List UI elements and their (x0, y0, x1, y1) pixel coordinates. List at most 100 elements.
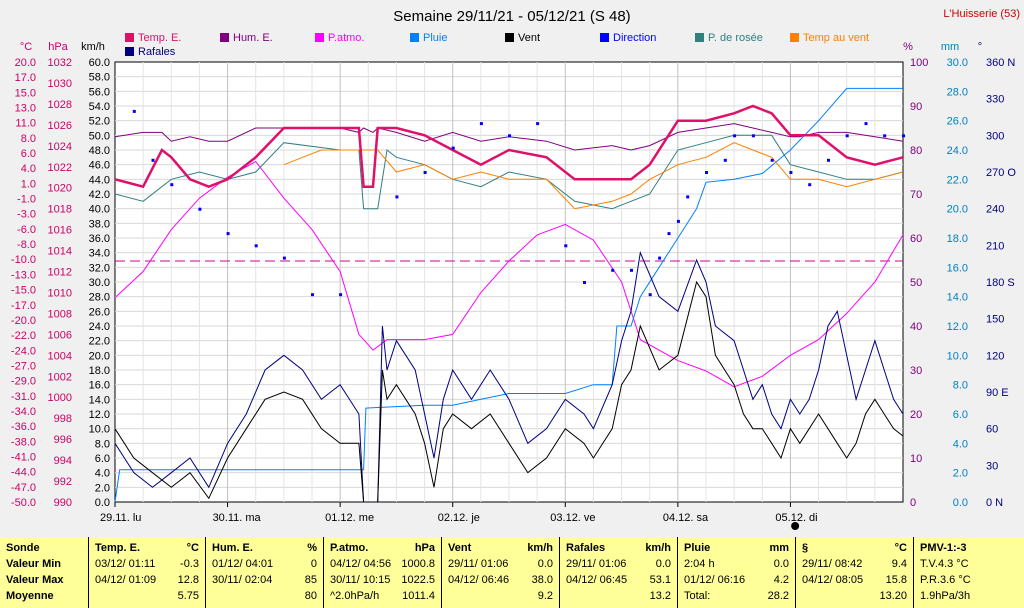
table-col-col2: Temp. E. °C 03/12/ 01:11 -0.3 04/12/ 01:09 12… (88, 537, 205, 608)
table-col9-r3: 1.9hPa/3h (920, 590, 971, 602)
press-tick-label: 1006 (48, 329, 72, 341)
legend-label: P.atmo. (328, 32, 365, 44)
wind-tick-label: 40.0 (89, 204, 110, 216)
direction-point (883, 134, 887, 138)
press-tick-label: 990 (54, 497, 72, 509)
table-col9-title: PMV-1:-3 (920, 542, 967, 554)
table-col7-r3b: 28.2 (767, 590, 789, 602)
hum-tick-label: 20 (910, 409, 922, 421)
temp-tick-label: -10.0 (11, 254, 36, 266)
unit-label-press: hPa (48, 41, 68, 53)
table-col2-r2b: 12.8 (177, 574, 199, 586)
series-group (114, 87, 905, 503)
direction-point (864, 122, 868, 126)
press-tick-label: 1026 (48, 120, 72, 132)
series-dewpoint (114, 134, 904, 210)
legend-swatch (410, 33, 419, 42)
rain-tick-label: 12.0 (947, 321, 968, 333)
direction-point (311, 293, 314, 297)
press-tick-label: 1028 (48, 99, 72, 111)
table-col6-r2a: 04/12/ 06:45 (566, 574, 628, 586)
press-tick-label: 996 (54, 434, 72, 446)
rain-tick-label: 22.0 (947, 174, 968, 186)
table-col8-r2b: 15.8 (885, 574, 907, 586)
direction-point (845, 134, 849, 138)
direction-point (611, 268, 615, 272)
x-tick-label: 30.11. ma (213, 512, 262, 524)
legend-label: Rafales (138, 46, 176, 58)
legend-swatch (315, 33, 324, 42)
wind-tick-label: 28.0 (89, 292, 110, 304)
wind-tick-label: 4.0 (95, 468, 110, 480)
temp-tick-label: -31.0 (11, 391, 36, 403)
legend-label: Vent (518, 32, 540, 44)
temp-tick-label: 11.0 (15, 118, 36, 130)
rain-tick-label: 14.0 (947, 292, 968, 304)
table-col-col3: Hum. E.% 01/12/ 04:01 0 30/11/ 02:04 85 80 (205, 537, 323, 608)
temp-tick-label: -29.0 (11, 376, 36, 388)
direction-point (751, 134, 755, 138)
table-col5-r2a: 04/12/ 06:46 (448, 574, 510, 586)
table-col2-title: Temp. E. (95, 542, 141, 554)
direction-point (676, 219, 680, 223)
table-col7-r2b: 4.2 (773, 574, 789, 586)
press-tick-label: 1004 (48, 350, 72, 362)
press-tick-label: 1020 (48, 183, 72, 195)
table-col5-r1a: 29/11/ 01:06 (448, 558, 509, 570)
series-windchill (283, 142, 904, 210)
legend-swatch (790, 33, 799, 42)
table-col6-r1a: 29/11/ 01:06 (566, 558, 627, 570)
direction-point (282, 256, 286, 260)
direction-point (508, 134, 511, 138)
temp-tick-label: 20.0 (15, 57, 36, 69)
table-title-sonde: Sonde (6, 542, 40, 554)
table-col2-r3b: 5.75 (177, 590, 199, 602)
table-col4-title: P.atmo. (330, 542, 369, 554)
hum-tick-label: 70 (910, 189, 922, 201)
table-col3-title: Hum. E. (212, 542, 253, 554)
table-col9-r2: P.R.3.6 °C (920, 574, 971, 586)
temp-tick-label: -22.0 (11, 330, 36, 342)
series-rain (114, 87, 903, 503)
unit-label-hum: % (903, 41, 913, 53)
dir-tick-label: 30 (986, 460, 998, 472)
temp-tick-label: -34.0 (11, 406, 36, 418)
legend-label: Pluie (423, 32, 447, 44)
row-label-mean: Moyenne (6, 590, 54, 602)
direction-point (902, 134, 905, 138)
temp-tick-label: -17.0 (11, 300, 36, 312)
table-col-col6: Rafales km/h 29/11/ 01:06 0.0 04/12/ 06:45 53… (559, 537, 677, 608)
axis-units: °C hPa km/h% mm ° (20, 41, 982, 53)
temp-tick-label: -47.0 (11, 482, 36, 494)
rain-tick-label: 18.0 (947, 233, 968, 245)
legend-label: Temp. E. (138, 32, 181, 44)
dir-tick-label: 180 S (986, 277, 1015, 289)
station-name: L'Huisserie (53) (943, 8, 1020, 20)
table-col7-r3a: Total: (684, 590, 711, 602)
direction-point (536, 122, 540, 126)
direction-point (770, 158, 774, 162)
wind-tick-label: 50.0 (89, 130, 110, 142)
wind-tick-label: 14.0 (89, 394, 110, 406)
table-col4-r1b: 1000.8 (401, 558, 435, 570)
temp-tick-label: -1.0 (17, 194, 36, 206)
rain-tick-label: 0.0 (953, 497, 968, 509)
table-col5-r2b: 38.0 (531, 574, 553, 586)
direction-point (479, 122, 483, 126)
wind-tick-label: 10.0 (89, 424, 110, 436)
press-tick-label: 1024 (48, 141, 72, 153)
legend-label: P. de rosée (708, 32, 763, 44)
table-col9-r1: T.V.4.3 °C (920, 558, 969, 570)
wind-tick-label: 44.0 (89, 174, 110, 186)
hum-tick-label: 0 (910, 497, 916, 509)
table-col3-r3b: 80 (304, 590, 317, 602)
press-tick-label: 1002 (48, 371, 72, 383)
press-tick-label: 1014 (48, 246, 72, 258)
temp-tick-label: -3.0 (17, 209, 36, 221)
unit-label-wind: km/h (81, 41, 105, 53)
table-col6-r1b: 0.0 (655, 558, 671, 570)
direction-point (254, 244, 258, 248)
direction-point (198, 207, 202, 211)
rain-tick-label: 20.0 (947, 204, 968, 216)
table-col3-r1b: 0 (310, 558, 317, 570)
